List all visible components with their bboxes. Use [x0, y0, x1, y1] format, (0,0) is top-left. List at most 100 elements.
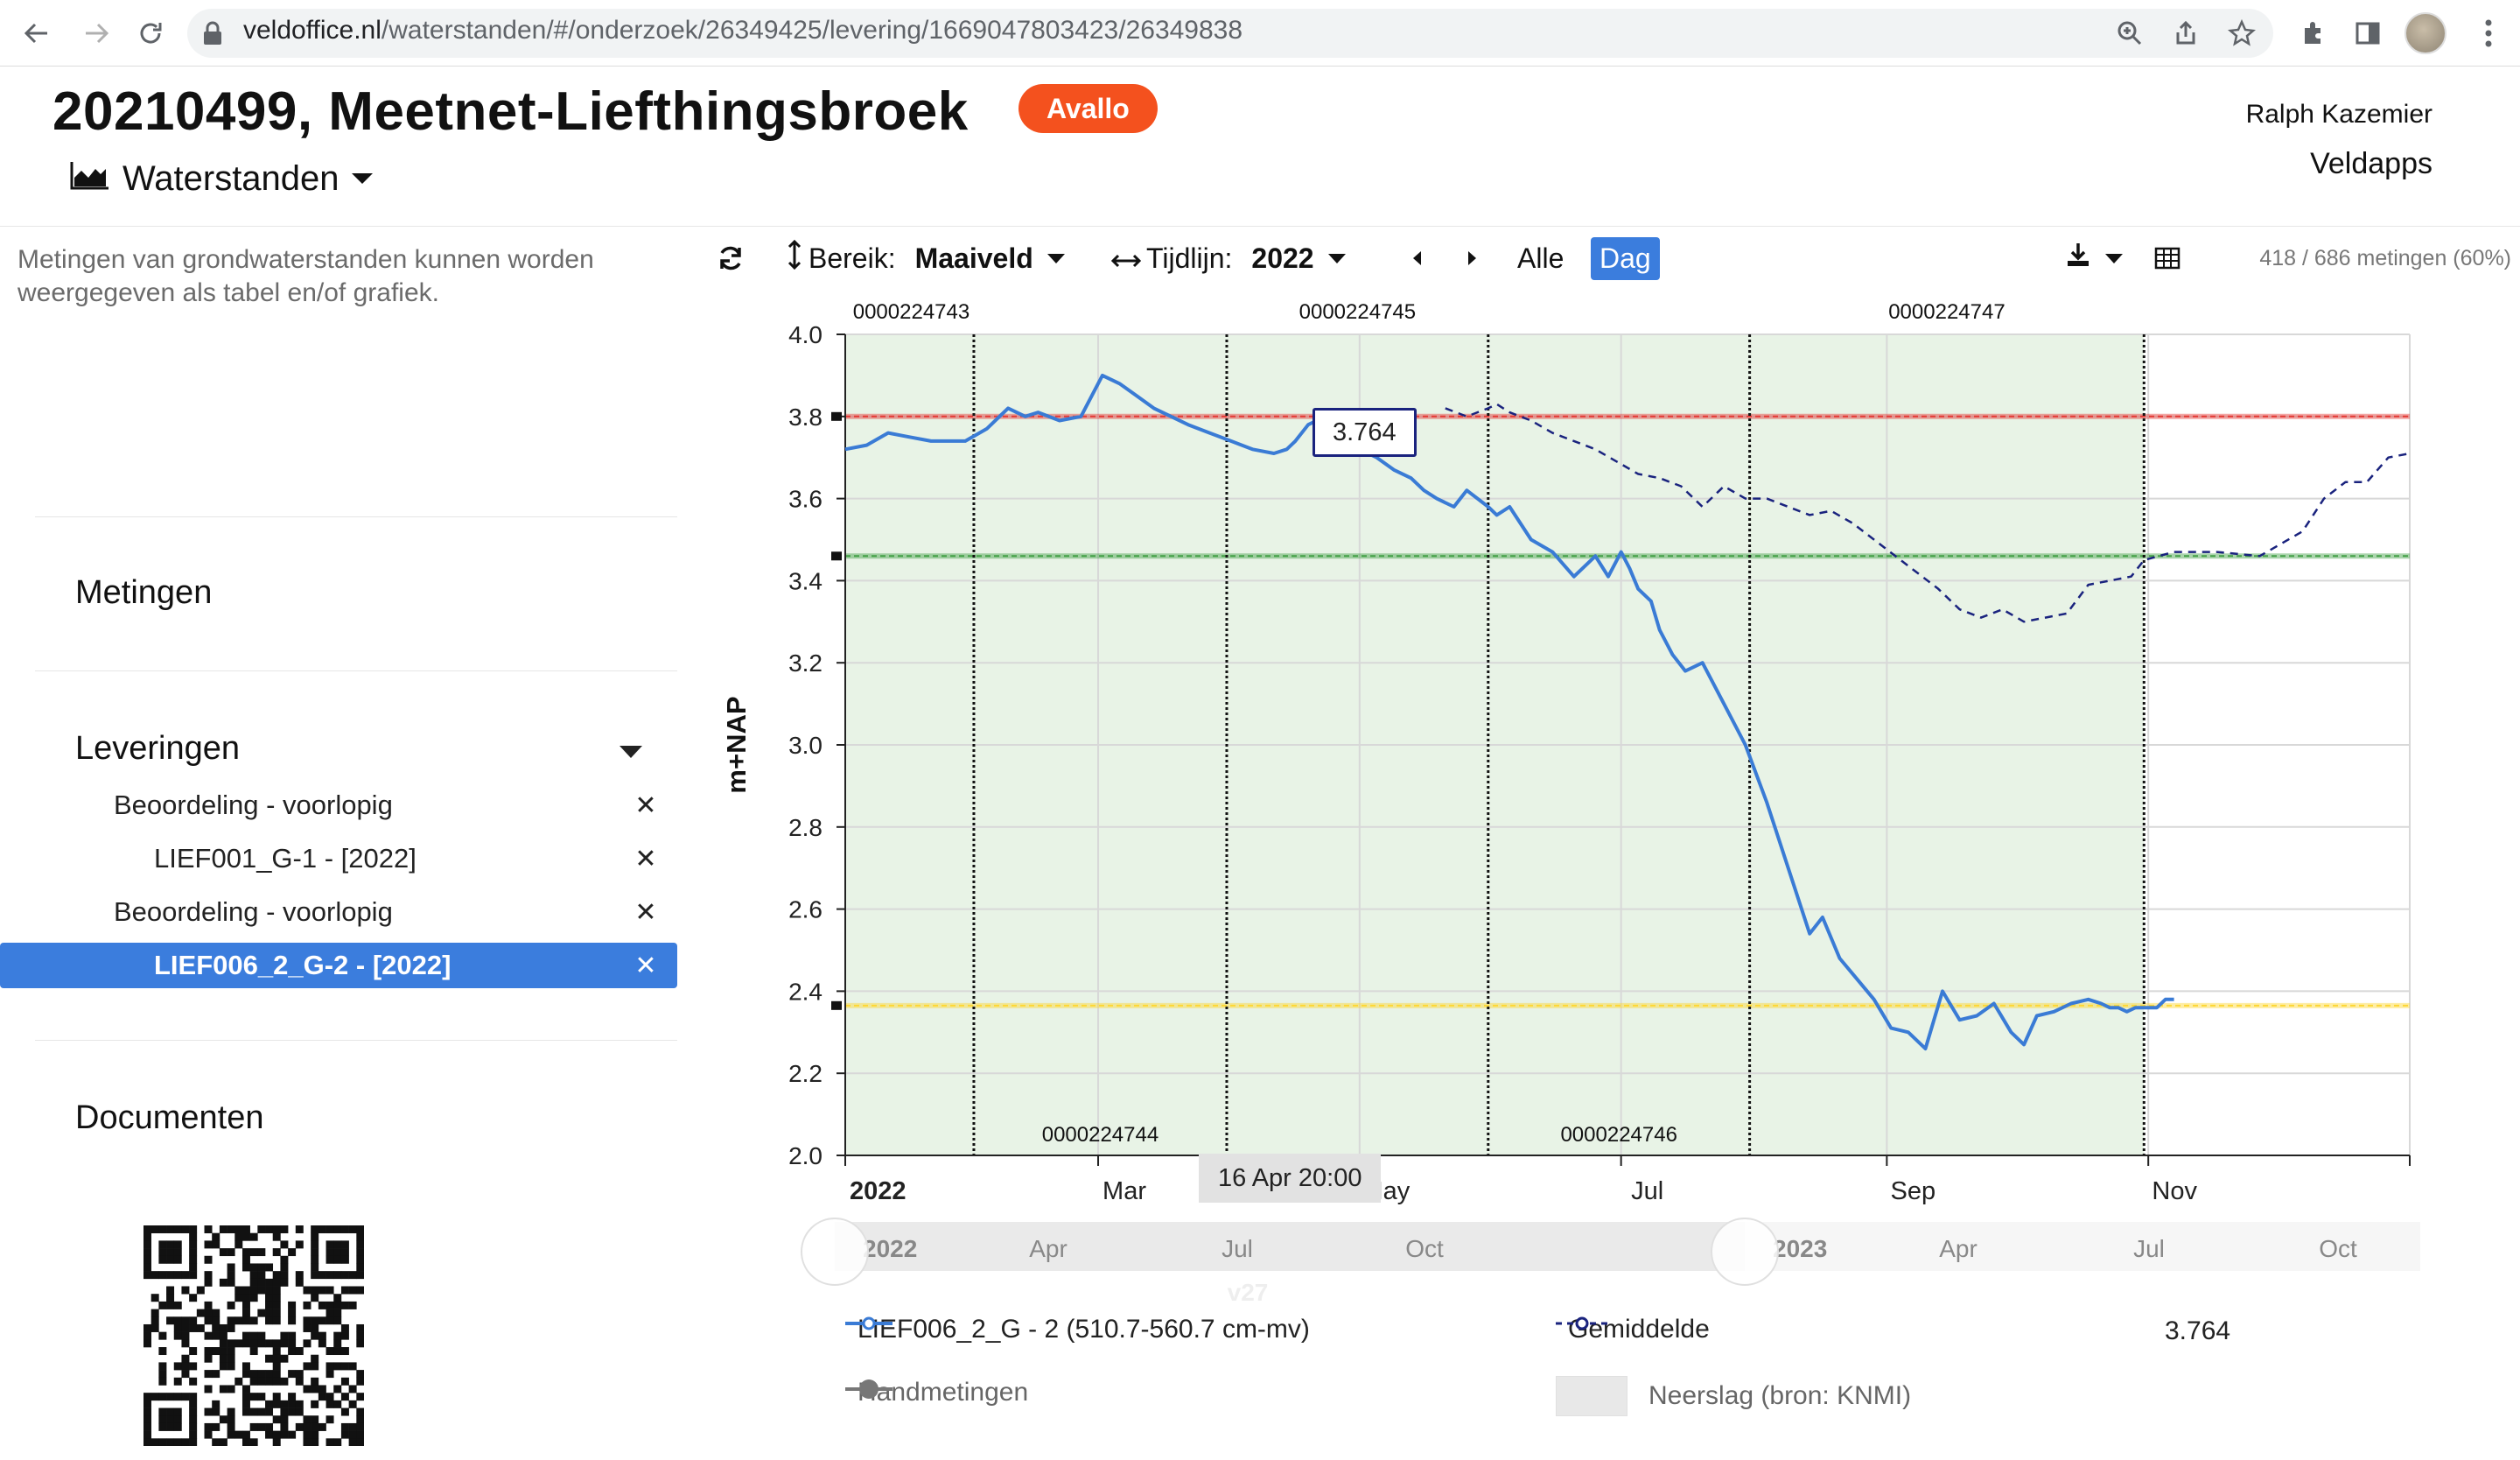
section-metingen[interactable]: Metingen	[75, 574, 213, 611]
user-name[interactable]: Ralph Kazemier	[2245, 100, 2432, 129]
qr-module	[173, 1362, 182, 1371]
legend-marker-icon	[845, 1379, 892, 1399]
qr-module	[311, 1323, 319, 1332]
qr-module	[333, 1400, 342, 1408]
qr-module	[166, 1255, 175, 1264]
legend-series-1[interactable]: LIEF006_2_G - 2 (510.7-560.7 cm-mv)	[844, 1315, 1310, 1344]
legend-neerslag[interactable]: Neerslag (bron: KNMI)	[1556, 1376, 1911, 1416]
list-item-selected[interactable]: LIEF006_2_G-2 - [2022] ✕	[0, 943, 677, 988]
share-icon[interactable]	[2166, 14, 2205, 53]
vertical-arrows-icon	[788, 239, 802, 277]
qr-module	[249, 1278, 258, 1287]
qr-module	[280, 1331, 289, 1340]
legend-series-2[interactable]: Gemiddelde	[1554, 1315, 1710, 1344]
qr-module	[249, 1438, 258, 1446]
qr-module	[340, 1393, 349, 1401]
y-tick-label: 3.2	[788, 649, 822, 677]
qr-module	[311, 1225, 319, 1233]
section-leveringen[interactable]: Leveringen	[75, 730, 241, 767]
qr-module	[333, 1316, 342, 1325]
qr-module	[189, 1438, 198, 1446]
qr-module	[280, 1255, 289, 1264]
qr-module	[249, 1271, 258, 1280]
delivery-label: 0000224747	[1888, 300, 2005, 324]
close-icon[interactable]: ✕	[634, 897, 657, 927]
navigator-handle	[1711, 1218, 1779, 1286]
qr-module	[219, 1331, 228, 1340]
close-icon[interactable]: ✕	[634, 844, 657, 874]
qr-module	[242, 1400, 250, 1408]
section-documenten[interactable]: Documenten	[75, 1099, 264, 1136]
qr-module	[234, 1286, 243, 1295]
qr-module	[249, 1316, 258, 1325]
download-dropdown[interactable]	[2065, 233, 2123, 284]
bereik-value: Maaiveld	[914, 242, 1033, 274]
qr-module	[234, 1377, 243, 1386]
list-item[interactable]: LIEF001_G-1 - [2022] ✕	[0, 836, 677, 881]
qr-module	[227, 1278, 235, 1287]
side-panel-icon[interactable]	[2348, 14, 2387, 53]
qr-module	[181, 1362, 190, 1371]
qr-module	[227, 1263, 235, 1272]
qr-module	[189, 1347, 198, 1356]
chart-canvas[interactable]: 4.0 3.8 3.6 3.4 3.2 3.0 2.8 2.6 2.4 2.2 2.0 0000224…	[709, 289, 2511, 1453]
legend-current-value: 3.764	[2165, 1316, 2231, 1345]
qr-module	[212, 1400, 220, 1408]
bereik-dropdown[interactable]: Bereik: Maaiveld	[788, 233, 1065, 284]
lock-icon[interactable]	[201, 21, 224, 46]
status-badge[interactable]: Avallo	[1018, 84, 1158, 133]
qr-module	[326, 1301, 334, 1309]
close-icon[interactable]: ✕	[634, 790, 657, 820]
qr-module	[204, 1354, 213, 1363]
list-item[interactable]: Beoordeling - voorlopig ✕	[0, 889, 677, 935]
qr-module	[340, 1286, 349, 1295]
refresh-icon[interactable]	[716, 233, 746, 284]
qr-module	[227, 1316, 235, 1325]
chevron-down-icon	[351, 173, 373, 184]
more-icon[interactable]	[2471, 12, 2506, 54]
qr-module	[265, 1422, 274, 1431]
water-level-chart[interactable]: 4.0 3.8 3.6 3.4 3.2 3.0 2.8 2.6 2.4 2.2 2.0 0000224…	[709, 289, 2511, 1453]
dag-button[interactable]: Dag	[1591, 233, 1660, 284]
zoom-icon[interactable]	[2110, 14, 2149, 53]
series-line-gemiddelde	[1445, 403, 2411, 623]
qr-module	[219, 1347, 228, 1356]
qr-module	[333, 1248, 342, 1257]
qr-module	[288, 1430, 297, 1439]
reload-icon[interactable]	[130, 12, 172, 54]
qr-module	[158, 1347, 167, 1356]
qr-module	[265, 1225, 274, 1233]
qr-module	[219, 1248, 228, 1257]
qr-module	[212, 1323, 220, 1332]
address-bar[interactable]	[187, 9, 2273, 58]
table-icon[interactable]	[2154, 233, 2180, 284]
qr-module	[333, 1301, 342, 1309]
close-icon[interactable]: ✕	[634, 951, 657, 980]
qr-module	[158, 1393, 167, 1401]
organization-name[interactable]: Veldapps	[2310, 147, 2432, 180]
y-tick-label: 3.0	[788, 732, 822, 759]
list-item[interactable]: Beoordeling - voorlopig ✕	[0, 783, 677, 828]
qr-module	[249, 1263, 258, 1272]
forward-icon[interactable]	[75, 12, 117, 54]
alle-button[interactable]: Alle	[1517, 242, 1564, 274]
extensions-icon[interactable]	[2294, 14, 2333, 53]
previous-icon[interactable]	[1410, 233, 1423, 284]
next-icon[interactable]	[1466, 233, 1479, 284]
list-item-label: Beoordeling - voorlopig	[114, 790, 393, 820]
qr-module	[181, 1225, 190, 1233]
qr-module	[280, 1377, 289, 1386]
back-icon[interactable]	[16, 12, 58, 54]
view-menu-dropdown[interactable]: Waterstanden	[70, 154, 373, 203]
tijdlijn-dropdown[interactable]: Tijdlijn: 2022	[1110, 233, 1346, 284]
legend-handmetingen[interactable]: Handmetingen	[844, 1378, 1028, 1407]
bookmark-star-icon[interactable]	[2222, 14, 2261, 53]
qr-module	[189, 1240, 198, 1249]
qr-module	[242, 1248, 250, 1257]
qr-module	[173, 1255, 182, 1264]
profile-avatar[interactable]	[2404, 12, 2446, 54]
qr-module	[257, 1309, 266, 1317]
chevron-down-icon[interactable]	[620, 746, 642, 758]
url-text[interactable]: veldoffice.nl/waterstanden/#/onderzoek/2…	[243, 16, 1242, 46]
qr-module	[204, 1309, 213, 1317]
